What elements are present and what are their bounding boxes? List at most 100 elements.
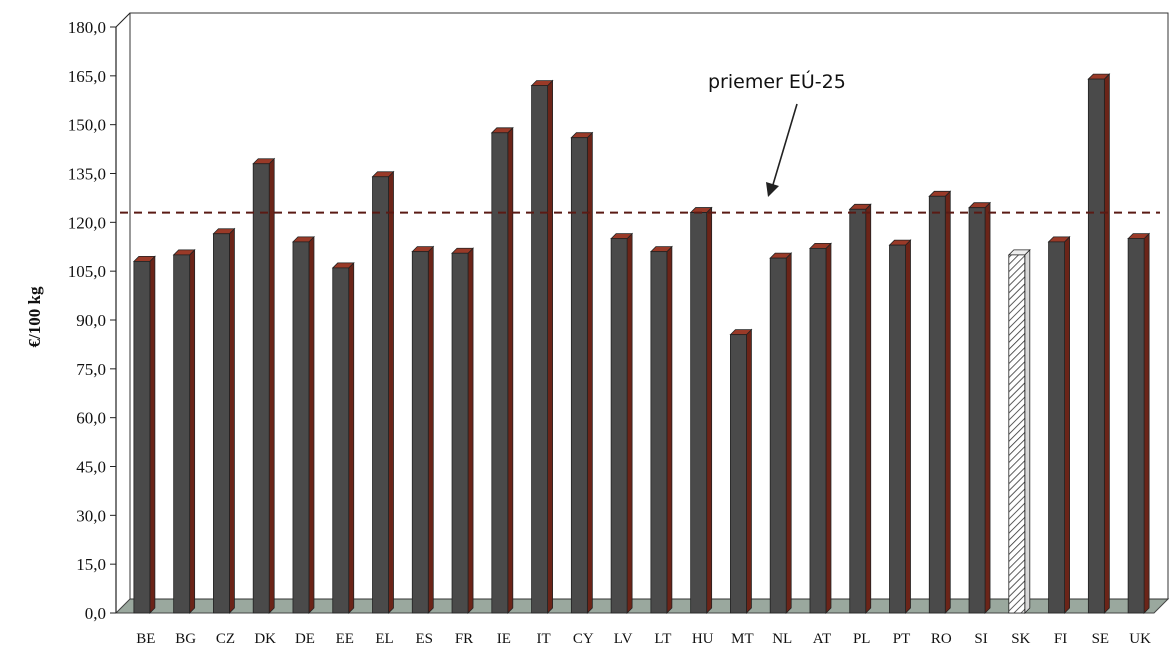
bar-side [706,206,713,614]
x-tick-label: FR [455,631,473,647]
reference-line-label: priemer EÚ-25 [708,69,846,93]
y-tick-labels: 0,0 15,0 30,0 45,0 60,0 75,0 90,0 105,0 120,0 135… [68,18,116,623]
x-tick-label: IT [536,631,550,647]
bar-front [1087,78,1105,614]
bar-front [292,241,310,614]
bar-front [491,132,509,614]
bar-side [825,242,832,614]
bar-front [889,244,906,614]
y-tick-label: 120,0 [68,213,106,232]
x-tick-label: PT [893,631,911,647]
bar-front [610,238,628,614]
bar-at [808,242,832,614]
y-axis-top-edge [115,12,131,28]
bar-side [1024,248,1031,614]
y-tick-label: 150,0 [68,116,106,135]
bar-front [531,85,548,614]
bar-lt [649,245,673,614]
chart-bars [132,73,1151,614]
bar-front [411,251,429,614]
bar-front [173,254,191,614]
bar-front [1008,254,1026,614]
bar-side [984,201,991,614]
y-tick-label: 0,0 [85,604,106,623]
bar-cz [212,227,236,614]
bar-front [968,207,986,614]
bar-side [1103,73,1110,614]
y-tick-label: 45,0 [76,458,106,477]
bar-side [905,239,911,614]
bar-front [570,137,588,614]
bar-pl [848,203,872,614]
bar-bg [172,248,196,614]
bar-front [1127,238,1145,614]
bar-hu [689,206,713,614]
y-tick-label: 90,0 [76,311,106,330]
x-tick-label: AT [813,631,831,647]
chart-back-wall [129,12,1169,600]
x-tick-label: MT [731,631,754,647]
x-tick-label: EE [336,631,354,647]
bar-se [1087,73,1111,614]
bar-side [547,79,553,614]
y-tick-label: 135,0 [68,165,106,184]
bar-side [1143,232,1150,614]
bar-front [730,334,747,614]
bar-front [213,233,230,614]
y-tick-label: 180,0 [68,18,106,37]
bar-side [785,252,792,614]
y-tick-label: 75,0 [76,360,106,379]
bar-ee [331,261,355,614]
bar-fi [1047,235,1071,614]
bar-si [968,201,992,614]
x-tick-labels: BE BG CZ DK DE EE EL ES FR IE IT CY LV LT HU MT NL AT PL PT… [136,631,1151,647]
bar-side [348,261,355,614]
x-tick-label: BG [175,631,196,647]
x-tick-label: CY [573,631,594,647]
bar-side [229,227,235,614]
y-tick-label: 60,0 [76,409,106,428]
bar-front [451,252,469,614]
bar-el [371,170,395,614]
bar-side [388,170,394,614]
bar-front [928,195,946,614]
x-tick-label: SE [1092,631,1110,647]
bar-side [586,131,593,614]
bar-cy [570,131,594,614]
x-tick-label: RO [931,631,952,647]
bar-front [690,212,708,614]
bar-pt [888,239,912,614]
bar-front [769,257,787,614]
bar-lv [610,232,634,614]
bar-side [268,157,275,614]
y-tick-label: 15,0 [76,555,106,574]
bar-front [332,267,350,614]
bar-sk [1007,248,1031,614]
x-tick-label: DE [295,631,315,647]
y-tick-label: 165,0 [68,67,106,86]
bar-side [149,255,156,614]
bar-front [1048,241,1065,614]
bar-side [865,203,872,614]
bar-side [308,235,315,614]
bar-de [291,235,315,614]
bar-front [849,208,867,614]
bar-front [133,260,151,614]
bar-side [944,190,951,614]
bar-ro [928,190,952,614]
x-tick-label: SI [974,631,987,647]
reference-line-group: priemer EÚ-25 [120,69,1160,214]
bar-side [1064,235,1070,614]
x-tick-label: CZ [216,631,235,647]
x-tick-label: LT [654,631,671,647]
bar-front [372,176,389,614]
x-tick-label: ES [416,631,434,647]
bar-side [746,328,752,614]
x-tick-label: UK [1129,631,1151,647]
y-tick-label: 105,0 [68,262,106,281]
bar-side [666,245,673,614]
bar-fr [451,247,475,614]
x-tick-label: NL [772,631,792,647]
bar-side [427,245,434,614]
